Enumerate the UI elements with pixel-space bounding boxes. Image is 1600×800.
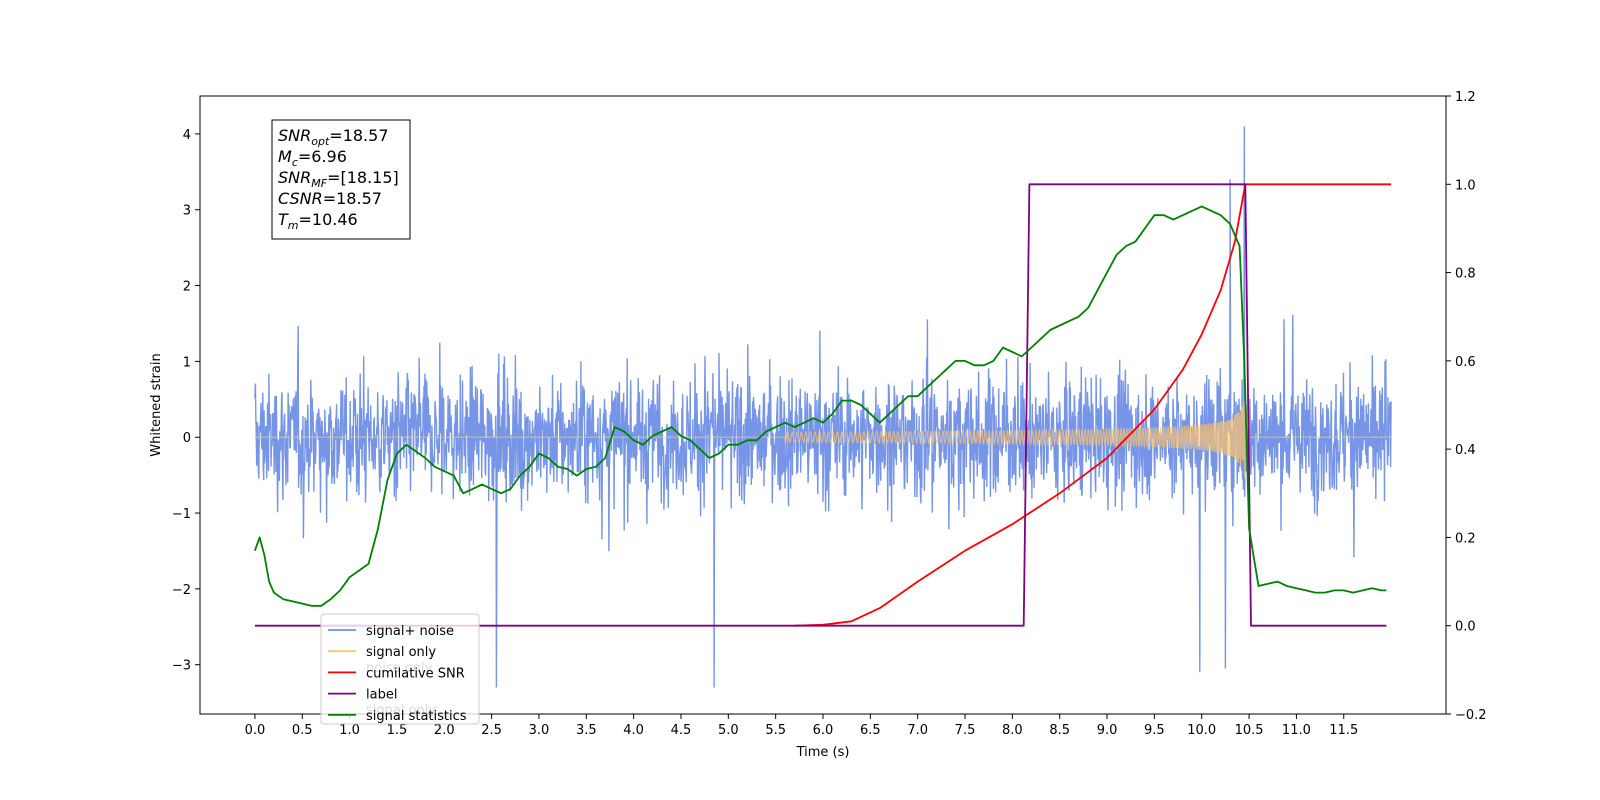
x-tick-label: 3.5 (576, 723, 597, 738)
x-tick-label: 7.5 (955, 723, 976, 738)
y-right-tick-label: 0.4 (1455, 443, 1476, 458)
legend-label: signal statistics (366, 709, 467, 724)
x-tick-label: 4.0 (623, 723, 644, 738)
x-tick-label: 2.5 (481, 723, 502, 738)
legend-label: label (366, 688, 397, 703)
y-left-tick-label: −3 (172, 659, 191, 674)
annotation-line: Tm=10.46 (278, 210, 358, 232)
annotation-frame (271, 119, 411, 240)
x-tick-label: 1.0 (339, 723, 360, 738)
x-tick-label: 3.0 (529, 723, 550, 738)
x-tick-label: 10.0 (1187, 723, 1216, 738)
x-tick-label: 4.5 (671, 723, 692, 738)
legend-entries: signal+ noise signal only cumilative SNR la… (328, 624, 467, 724)
annotation-box: SNRopt=18.57Mc=6.96SNRMF=[18.15]CSNR=18.… (271, 119, 411, 240)
y-right-tick-label: 1.0 (1455, 178, 1476, 193)
annotation-line: SNRopt=18.57 (278, 126, 389, 148)
x-tick-label: 5.0 (718, 723, 739, 738)
signal-only-line (254, 401, 1392, 478)
y-right-tick-label: 0.6 (1455, 355, 1476, 370)
annotation-line: SNRMF=[18.15] (278, 168, 399, 190)
line-series-group (254, 183, 1392, 627)
y-left-tick-label: 0 (183, 431, 191, 446)
signal-only-series (254, 401, 1392, 478)
y-axis-right-ticks: 1.2 1.0 0.8 0.6 0.4 0.2 0.0 −0.2 (1446, 90, 1487, 723)
annotation-line: Mc=6.96 (278, 147, 347, 169)
x-tick-label: 0.5 (292, 723, 313, 738)
label-line (254, 183, 1387, 627)
plot-area (254, 126, 1392, 688)
legend-hidden-text-2: signal only (366, 703, 436, 718)
legend: noise only signal only signal+ noisesign… (320, 613, 480, 725)
y-left-tick-label: 3 (183, 204, 191, 219)
y-right-tick-label: 0.2 (1455, 531, 1476, 546)
y-right-tick-label: 0.8 (1455, 267, 1476, 282)
x-tick-label: 8.5 (1049, 723, 1070, 738)
y-left-tick-label: −2 (172, 583, 191, 598)
x-tick-label: 7.0 (907, 723, 928, 738)
y-right-tick-label: 0.0 (1455, 620, 1476, 635)
y-axis-left-label: Whitened strain (149, 353, 164, 456)
x-tick-label: 1.5 (387, 723, 408, 738)
x-tick-label: 5.5 (765, 723, 786, 738)
x-tick-label: 9.5 (1144, 723, 1165, 738)
signal-noise-series (254, 126, 1392, 688)
x-tick-label: 8.0 (1002, 723, 1023, 738)
signal-statistics-line (254, 205, 1387, 607)
y-left-tick-label: 1 (183, 355, 191, 370)
legend-label: signal only (366, 645, 436, 660)
x-tick-label: 6.5 (860, 723, 881, 738)
x-tick-label: 11.5 (1329, 723, 1358, 738)
y-right-tick-label: 1.2 (1455, 90, 1476, 105)
y-left-tick-label: −1 (172, 507, 191, 522)
annotation-line: CSNR=18.57 (278, 189, 382, 208)
x-axis-label: Time (s) (796, 745, 850, 760)
x-tick-label: 10.5 (1235, 723, 1264, 738)
legend-label: signal+ noise (366, 624, 454, 639)
x-tick-label: 2.0 (434, 723, 455, 738)
x-tick-label: 0.0 (245, 723, 266, 738)
legend-hidden-text-1: noise only (366, 661, 433, 676)
x-tick-label: 9.0 (1097, 723, 1118, 738)
y-left-tick-label: 4 (183, 128, 191, 143)
legend-frame (320, 613, 480, 725)
x-tick-label: 6.0 (813, 723, 834, 738)
y-right-tick-label: −0.2 (1455, 708, 1487, 723)
annotation-lines: SNRopt=18.57Mc=6.96SNRMF=[18.15]CSNR=18.… (278, 126, 399, 232)
signal-noise-line (254, 126, 1392, 688)
y-axis-left-ticks: 4 3 2 1 0 −1 −2 −3 (172, 128, 200, 674)
cumilative-snr-line (794, 183, 1392, 627)
x-axis-ticks: 0.0 0.5 1.0 1.5 2.0 2.5 3.0 3.5 4.0 4.5 5.0 5.5 6.0 6… (245, 714, 1358, 738)
legend-label: cumilative SNR (366, 666, 465, 681)
y-left-tick-label: 2 (183, 280, 191, 295)
x-tick-label: 11.0 (1282, 723, 1311, 738)
